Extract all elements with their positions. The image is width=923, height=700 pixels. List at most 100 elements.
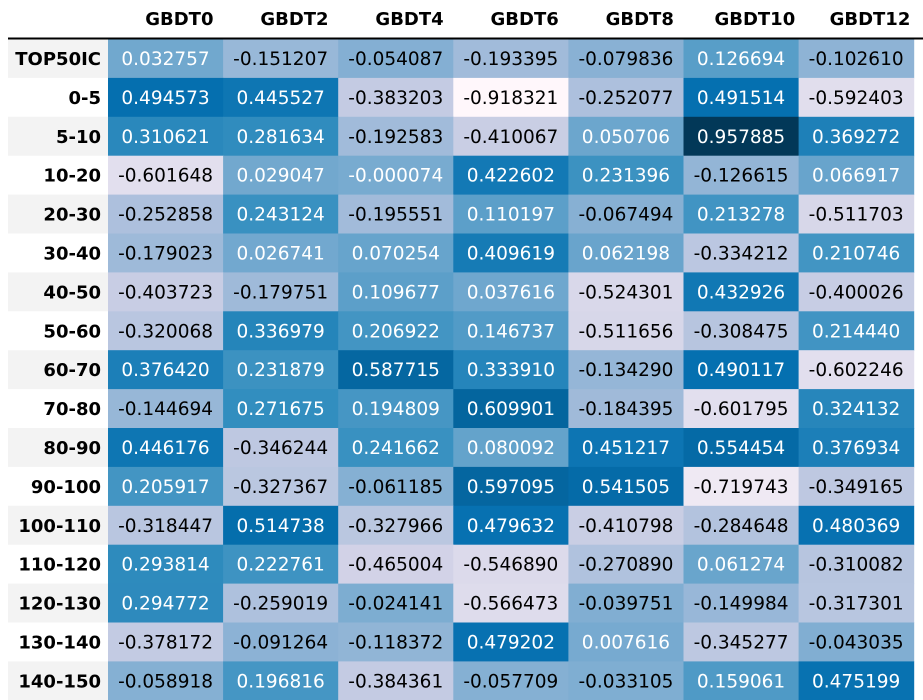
cell-value-label: 0.206922 [352, 321, 440, 342]
cell-value-label: 0.451217 [582, 438, 670, 459]
cell-value-label: -0.334212 [694, 243, 789, 264]
cell-value-label: -0.091264 [233, 632, 328, 653]
row-stripe [8, 505, 108, 545]
heatmap-cell [453, 505, 569, 546]
cell-value-label: -0.284648 [694, 516, 789, 537]
heatmap-cell [798, 350, 915, 390]
heatmap-cell [453, 194, 569, 234]
cell-value-label: -0.259019 [233, 594, 328, 615]
row-stripe [8, 194, 108, 234]
column-header: GBDT8 [606, 9, 674, 30]
heatmap-cell [798, 311, 915, 351]
heatmap-cell [338, 77, 454, 118]
cell-value-label: -0.511656 [578, 321, 673, 342]
heatmap-cell [108, 544, 224, 585]
cell-value-label: 0.324132 [812, 399, 900, 420]
heatmap-cell [568, 77, 684, 118]
heatmap-cell [223, 155, 339, 196]
heatmap-cell [108, 622, 224, 662]
heatmap-cell [568, 350, 684, 390]
heatmap-cell [568, 583, 684, 623]
cell-value-label: 0.491514 [697, 88, 785, 109]
heatmap-cell [223, 350, 339, 390]
heatmap-cell [108, 505, 224, 546]
cell-value-label: 0.146737 [467, 321, 555, 342]
cell-value-label: -0.719743 [694, 477, 789, 498]
heatmap-cell [683, 272, 800, 312]
heatmap-cell [338, 428, 454, 468]
cell-value-label: -0.179751 [233, 282, 328, 303]
cell-value-label: 0.062198 [582, 243, 670, 264]
row-stripe [8, 116, 108, 156]
heatmap-cell [798, 39, 915, 79]
row-header: 120-130 [18, 594, 101, 615]
cell-value-label: -0.270890 [578, 555, 673, 576]
cell-value-label: 0.159061 [697, 671, 785, 692]
row-header: 20-30 [43, 205, 101, 226]
cell-value-label: 0.376420 [121, 360, 209, 381]
cell-value-label: -0.134290 [578, 360, 673, 381]
heatmap-cell [223, 428, 339, 468]
cell-value-label: -0.327367 [233, 477, 328, 498]
heatmap-cell [568, 311, 684, 351]
heatmap-cell [683, 194, 800, 234]
row-header: 70-80 [43, 399, 101, 420]
heatmap-cell [108, 116, 224, 157]
cell-value-label: 0.294772 [121, 594, 209, 615]
cell-value-label: 0.587715 [352, 360, 440, 381]
cell-value-label: -0.000074 [348, 166, 443, 187]
cell-value-label: -0.192583 [348, 127, 443, 148]
cell-value-label: -0.039751 [578, 594, 673, 615]
cell-value-label: 0.376934 [812, 438, 900, 459]
heatmap-cell [108, 350, 224, 390]
row-stripe [8, 39, 108, 78]
heatmap-cell [453, 311, 569, 351]
heatmap-cell [453, 389, 569, 429]
heatmap-cell [338, 116, 454, 157]
cell-value-label: -0.566473 [463, 594, 558, 615]
cell-value-label: -0.195551 [348, 205, 443, 226]
cell-value-label: 0.243124 [237, 205, 325, 226]
heatmap-cell [108, 155, 224, 196]
heatmap-cell [108, 466, 224, 507]
heatmap-cell [568, 505, 684, 546]
cell-value-label: -0.102610 [809, 49, 904, 70]
column-header: GBDT0 [145, 9, 213, 30]
heatmap-cell [683, 622, 800, 662]
cell-value-label: -0.317301 [809, 594, 904, 615]
cell-value-label: 0.205917 [121, 477, 209, 498]
heatmap-cell [108, 77, 224, 118]
heatmap-cell [683, 77, 800, 118]
row-header: 0-5 [68, 88, 101, 109]
heatmap-cell [798, 505, 915, 546]
heatmap-cell [453, 661, 569, 700]
heatmap-cell [798, 583, 915, 623]
cell-value-label: -0.524301 [578, 282, 673, 303]
heatmap-cell [568, 39, 684, 79]
heatmap-cell [683, 350, 800, 390]
heatmap-cell [683, 39, 800, 79]
heatmap-cell [108, 583, 224, 623]
cell-value-label: 0.032757 [121, 49, 209, 70]
cell-value-label: 0.554454 [697, 438, 785, 459]
cell-value-label: 0.070254 [352, 243, 440, 264]
cell-value-label: -0.061185 [348, 477, 443, 498]
heatmap-cell [338, 544, 454, 585]
heatmap-cell [338, 505, 454, 546]
cell-value-label: 0.213278 [697, 205, 785, 226]
heatmap-cell [568, 466, 684, 507]
cell-value-label: 0.061274 [697, 555, 785, 576]
cell-value-label: -0.118372 [348, 632, 443, 653]
heatmap-cell [798, 622, 915, 662]
heatmap-cell [108, 311, 224, 351]
cell-value-label: 0.026741 [237, 243, 325, 264]
cell-value-label: 0.597095 [467, 477, 555, 498]
cell-value-label: 0.037616 [467, 282, 555, 303]
heatmap-cell [453, 116, 569, 157]
cell-value-label: -0.179023 [118, 243, 213, 264]
cell-value-label: 0.445527 [237, 88, 325, 109]
cell-value-label: 0.110197 [467, 205, 555, 226]
cell-value-label: -0.410067 [463, 127, 558, 148]
row-header: 5-10 [56, 127, 101, 148]
cell-value-label: 0.369272 [812, 127, 900, 148]
